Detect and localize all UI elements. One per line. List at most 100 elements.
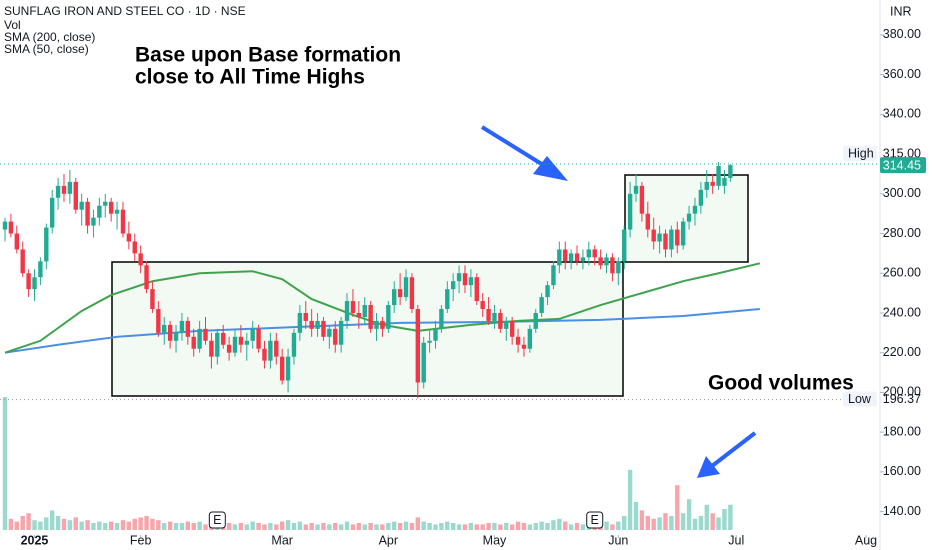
volume-bar [492,523,497,530]
candle-body [386,305,391,329]
volume-bar [539,521,544,530]
candle-body [309,320,314,329]
volume-bar [622,516,627,530]
event-label: E [213,513,221,527]
candle-body [592,249,597,258]
candle-body [14,233,20,250]
volume-bar [515,521,521,530]
volume-bar [509,524,515,530]
candle-body [344,301,350,321]
candle-body [132,241,137,254]
candle-body [504,320,509,329]
x-tick-label: 2025 [21,533,49,547]
volume-bar [279,521,285,530]
candle-body [380,320,385,329]
candle-body [498,312,503,329]
candle-body [55,185,61,198]
volume-bar [262,524,267,530]
price-tag [843,146,877,162]
volume-bar [450,523,456,530]
candle-body [450,281,456,290]
candle-body [521,344,527,349]
volume-bar [197,521,202,530]
volume-bar [421,521,426,530]
volume-bar [55,516,61,530]
candle-body [622,229,627,262]
volume-bar [415,517,421,530]
candle-body [67,181,73,194]
candle-body [362,305,367,317]
candle-body [728,165,733,178]
candle-body [73,181,78,210]
volume-bar [504,523,509,530]
legend-item: SMA (200, close) [4,30,95,44]
candle-body [291,332,297,357]
candle-body [563,249,568,262]
candle-body [627,193,633,230]
candle-body [468,277,474,286]
volume-bar [574,523,580,530]
volume-bar [498,524,503,530]
candle-body [533,312,538,329]
volume-bar [244,524,249,530]
volume-bar [633,502,639,530]
volume-bar [698,516,704,530]
candle-body [26,273,31,290]
candle-body [515,336,521,345]
candle-body [108,201,114,214]
y-tick-label: 260.00 [883,266,921,280]
base-box [624,174,749,263]
candle-body [256,328,261,349]
event-label: E [591,513,599,527]
volume-bar [427,523,432,530]
candle-body [120,209,126,234]
candle-body [79,201,84,210]
event-marker [586,511,604,529]
candle-body [203,328,208,341]
volume-bar [14,521,20,530]
candle-body [574,253,580,262]
volume-bar [551,520,556,530]
candle-body [403,277,409,298]
volume-bar [728,504,733,530]
volume-bar [692,518,698,530]
volume-bar [315,524,320,530]
volume-bar [368,523,373,530]
volume-bar [521,523,527,530]
candle-body [156,309,161,333]
volume-bar [474,524,479,530]
candle-body [114,209,120,214]
candle-body [321,320,326,337]
volume-bar [114,523,120,530]
candle-body [327,328,332,337]
volume-bar [380,524,385,530]
candle-body [509,320,515,337]
volume-bar [350,524,356,530]
candle-body [20,249,25,274]
candle-body [221,332,226,345]
x-tick-label: Feb [130,533,152,547]
price-tag-label: 315.00 [883,146,921,160]
candle-body [103,201,108,206]
candle-body [409,277,415,310]
last-price-tag [880,157,926,174]
volume-bar [103,523,108,530]
volume-bar [232,524,238,530]
candle-body [138,253,143,266]
volume-bar [138,517,143,530]
candle-body [167,324,173,341]
candle-body [49,197,55,228]
volume-bar [32,520,37,530]
y-tick-label: 140.00 [883,504,921,518]
candle-body [445,289,450,310]
volume-bar [409,523,415,530]
candle-body [38,261,43,278]
candle-body [126,233,132,242]
volume-bar [480,524,485,530]
volume-bar [2,397,8,530]
candle-body [610,257,615,274]
volume-bar [657,517,662,530]
candle-body [262,348,267,361]
volume-bar [268,523,273,530]
